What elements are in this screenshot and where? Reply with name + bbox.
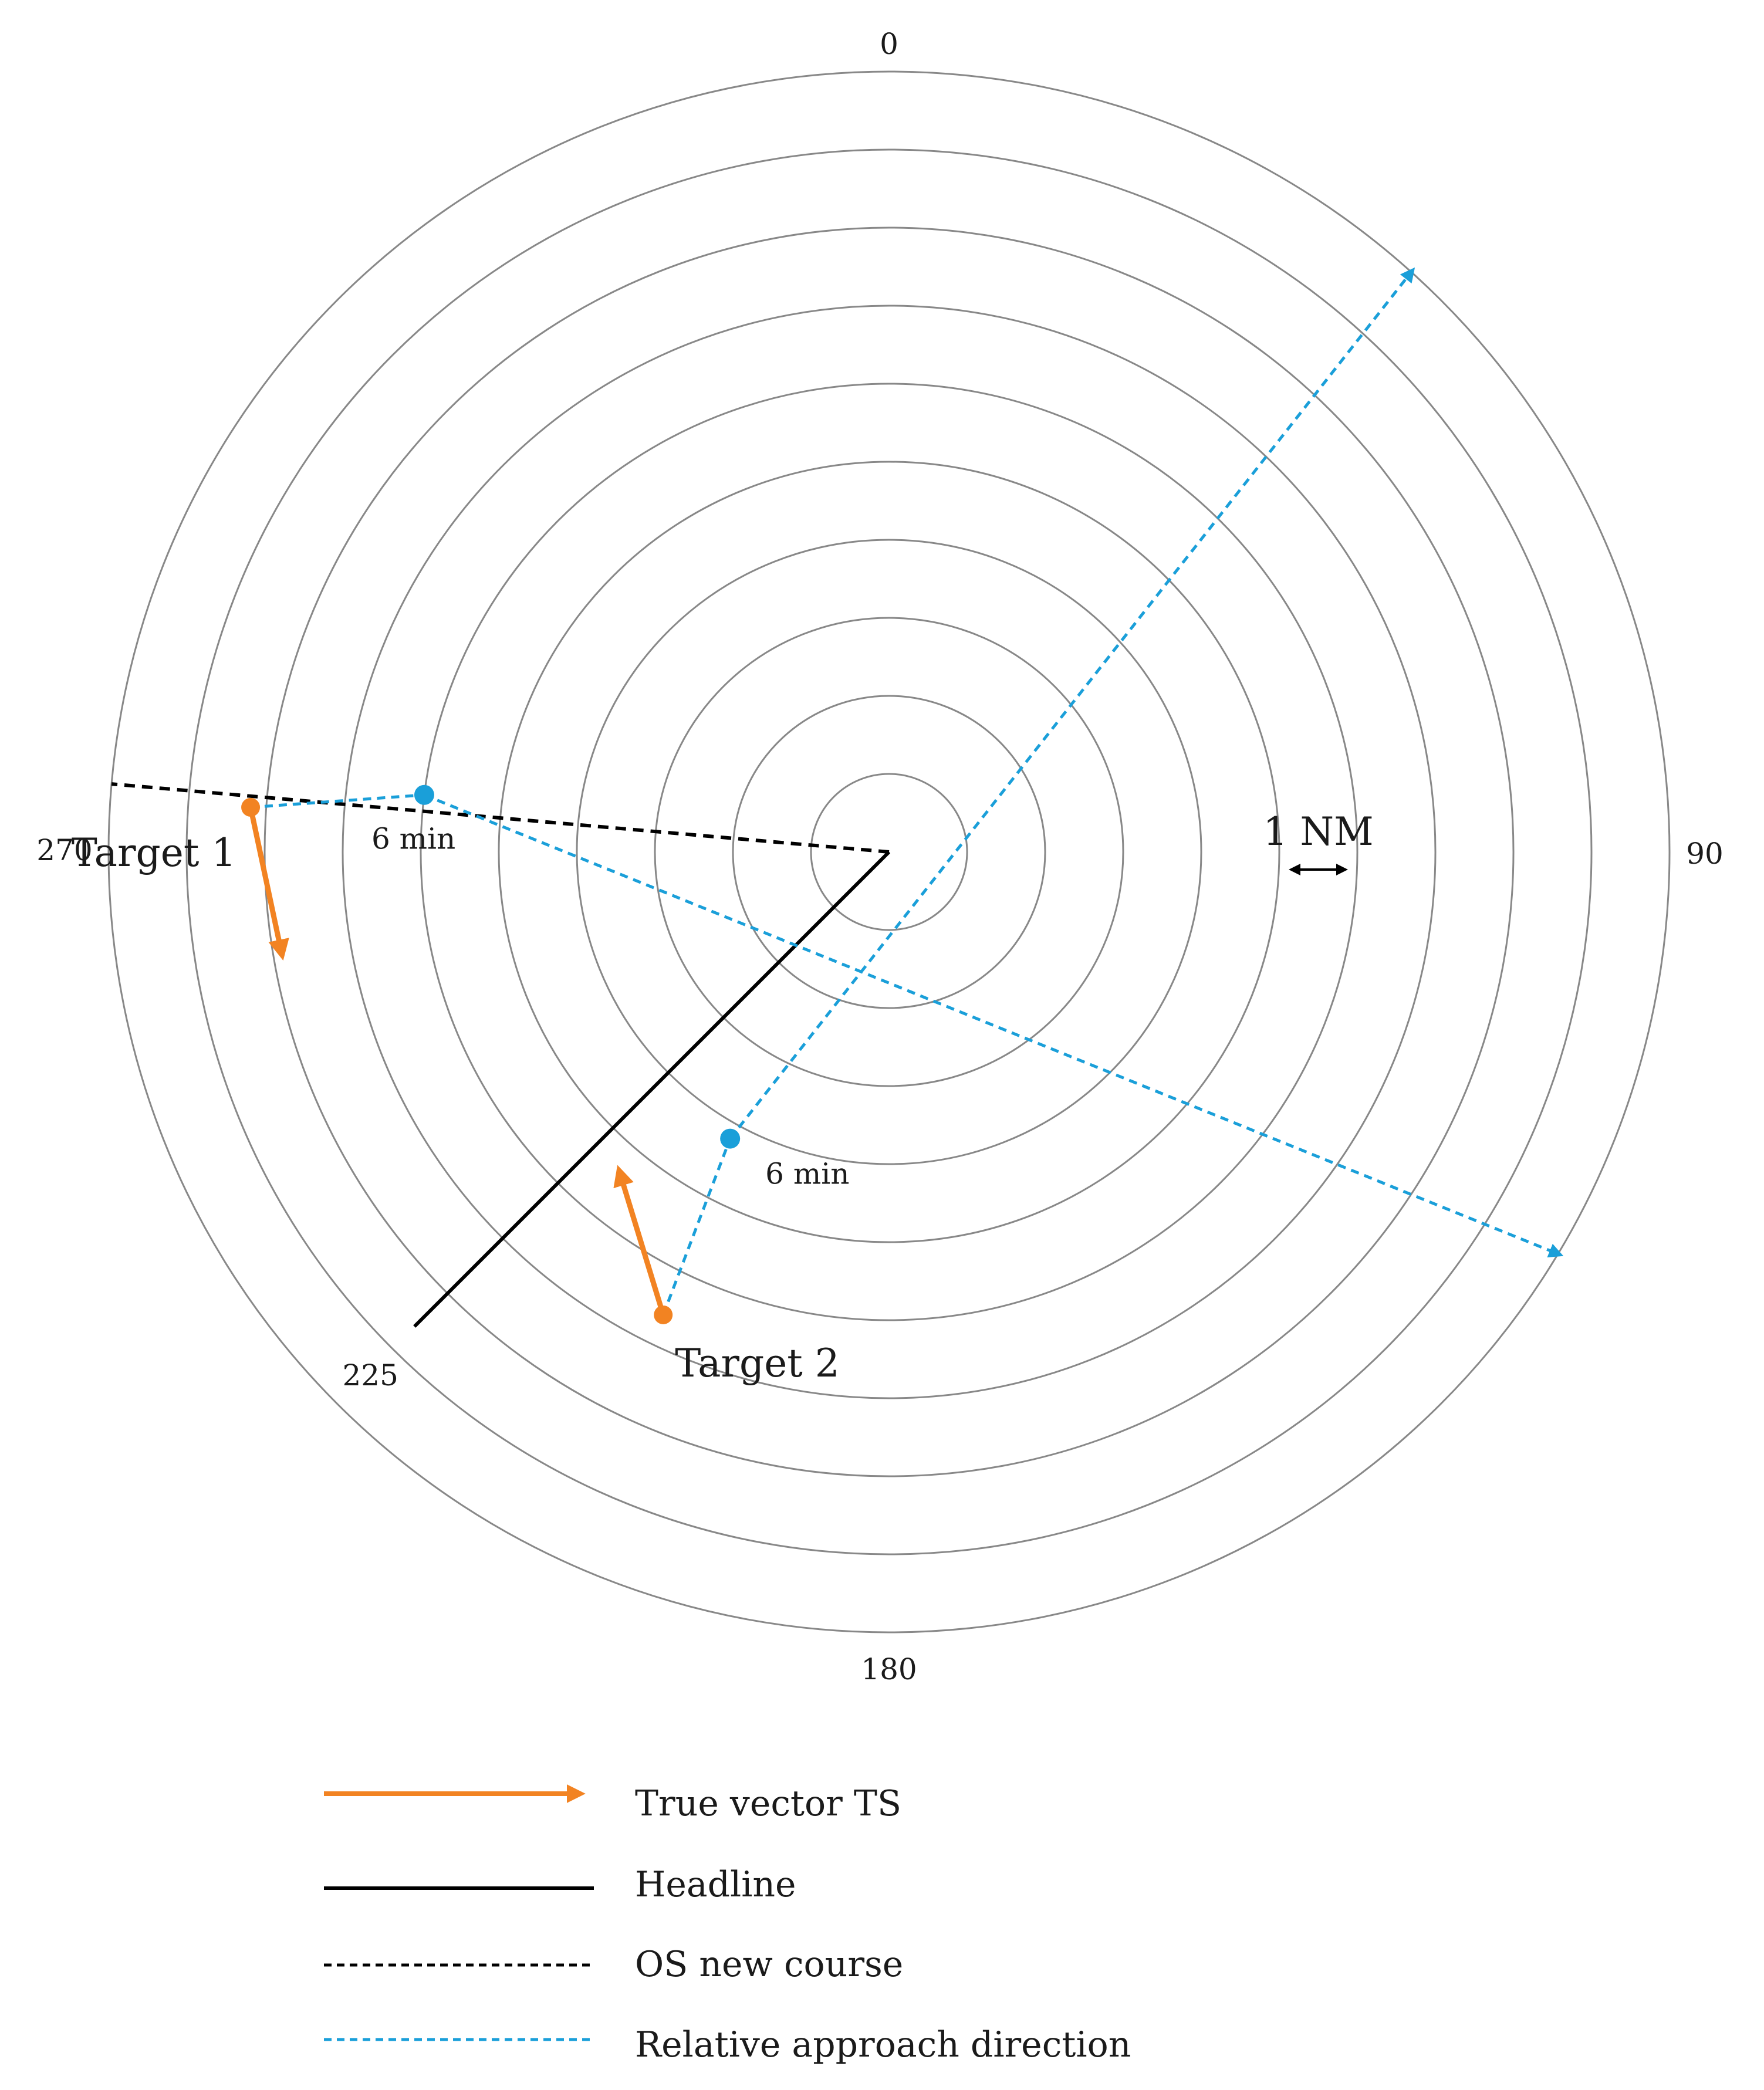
range-ring-1 xyxy=(810,773,968,931)
scale-indicator: 1 NM xyxy=(1263,809,1374,875)
range-rings xyxy=(107,70,1671,1634)
relative-approach-extension-2 xyxy=(729,267,1415,1140)
legend: True vector TS Headline OS new course Re… xyxy=(324,1783,1131,2065)
range-ring-10 xyxy=(107,70,1671,1634)
target-2-6min-label: 6 min xyxy=(765,1157,849,1191)
target-1-6min-label: 6 min xyxy=(371,822,455,856)
range-ring-5 xyxy=(498,461,1280,1243)
legend-label-new-course: OS new course xyxy=(635,1944,903,1985)
bearing-label-180: 180 xyxy=(861,1652,917,1686)
relative-approach-extension-1 xyxy=(424,793,1564,1257)
range-ring-3 xyxy=(654,617,1124,1087)
bearing-label-225: 225 xyxy=(342,1358,398,1392)
target-2-label: Target 2 xyxy=(675,1341,840,1386)
target-1-point xyxy=(241,797,261,817)
range-ring-9 xyxy=(185,148,1593,1555)
bearing-label-90: 90 xyxy=(1686,837,1724,871)
plot-lines xyxy=(111,267,1564,1328)
legend-label-true-vector: True vector TS xyxy=(635,1783,901,1824)
target-2-6min-point xyxy=(720,1128,741,1149)
true-vector-1 xyxy=(248,806,289,961)
target-1-label: Target 1 xyxy=(72,830,236,875)
relative-approach-segment-1 xyxy=(250,793,425,809)
range-ring-2 xyxy=(732,695,1046,1009)
range-ring-4 xyxy=(576,539,1202,1165)
range-ring-8 xyxy=(263,226,1515,1477)
range-ring-6 xyxy=(420,383,1359,1321)
relative-approach-segment-2 xyxy=(661,1138,732,1315)
targets: Target 1 6 min Target 2 6 min xyxy=(72,784,849,1386)
bearing-label-0: 0 xyxy=(880,27,898,61)
headline xyxy=(413,850,891,1328)
true-vector-2 xyxy=(613,1165,666,1316)
target-2-point xyxy=(654,1305,673,1324)
bearing-label-270: 270 xyxy=(36,833,92,867)
legend-label-relative: Relative approach direction xyxy=(635,2024,1131,2065)
scale-label: 1 NM xyxy=(1263,809,1373,854)
target-1-6min-point xyxy=(414,784,434,805)
bearing-labels: 0 90 180 225 270 xyxy=(36,27,1724,1686)
os-new-course-line xyxy=(111,782,890,854)
range-ring-7 xyxy=(342,305,1437,1399)
legend-label-headline: Headline xyxy=(635,1864,796,1905)
